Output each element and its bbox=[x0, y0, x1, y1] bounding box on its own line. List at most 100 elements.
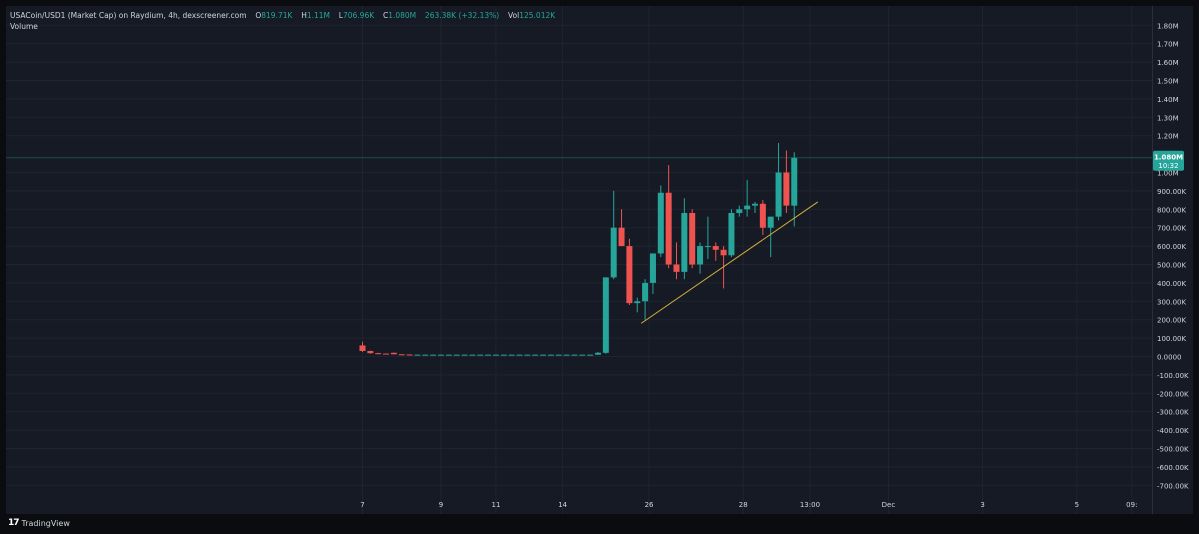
candle-body bbox=[516, 354, 523, 356]
time-tick-label: 28 bbox=[739, 501, 748, 509]
candle-body bbox=[618, 227, 625, 247]
price-tick-label: -300.00K bbox=[1157, 409, 1189, 417]
candle-body bbox=[712, 246, 719, 250]
open-value: 819.71K bbox=[261, 11, 293, 20]
candle-body bbox=[665, 192, 672, 265]
time-tick-label: Dec bbox=[882, 501, 896, 509]
last-price-badge-bg bbox=[1153, 150, 1184, 171]
price-tick-label: 700.00K bbox=[1157, 225, 1186, 233]
price-tick-label: 800.00K bbox=[1157, 206, 1186, 214]
high-value: 1.11M bbox=[306, 11, 331, 20]
candle-body bbox=[595, 352, 601, 355]
candle-body bbox=[445, 354, 452, 356]
close-label: C bbox=[382, 11, 389, 20]
price-tick-label: 1.20M bbox=[1157, 133, 1179, 141]
candle-body bbox=[367, 350, 374, 354]
candle-body bbox=[477, 354, 484, 356]
candle-body bbox=[642, 282, 649, 302]
time-tick-label: 26 bbox=[645, 501, 654, 509]
price-tick-label: -200.00K bbox=[1157, 390, 1189, 398]
candle-body bbox=[547, 354, 554, 356]
time-tick-label: 5 bbox=[1075, 501, 1079, 509]
low-value: 706.96K bbox=[342, 11, 375, 20]
candle-body bbox=[359, 345, 366, 351]
candle-body bbox=[704, 246, 711, 248]
volume-indicator-label[interactable]: Volume bbox=[10, 22, 38, 31]
axis-labels: 1.80M 1.70M 1.60M 1.50M 1.40M 1.30M 1.20M 1.00M… bbox=[360, 22, 1189, 509]
price-tick-label: 100.00K bbox=[1157, 335, 1186, 343]
tradingview-logo-icon: 17 bbox=[8, 518, 19, 528]
change-value: 263.38K (+32.13%) bbox=[424, 11, 500, 20]
candle-body bbox=[587, 354, 594, 356]
price-tick-label: 1.70M bbox=[1157, 41, 1179, 49]
price-tick-label: 1.60M bbox=[1157, 59, 1179, 67]
close-value: 1.080M bbox=[388, 11, 417, 20]
tradingview-branding[interactable]: 17 TradingView bbox=[8, 518, 70, 528]
volume-short-label: Vol bbox=[507, 11, 520, 20]
candle-body bbox=[579, 354, 586, 356]
candle-body bbox=[634, 301, 641, 304]
candle-body bbox=[375, 353, 382, 355]
price-tick-label: 1.30M bbox=[1157, 114, 1179, 122]
candle-body bbox=[398, 354, 405, 356]
time-tick-label: 7 bbox=[360, 501, 364, 509]
candle-body bbox=[500, 354, 507, 356]
candle-body bbox=[610, 227, 617, 278]
price-tick-label: -500.00K bbox=[1157, 446, 1189, 454]
grid bbox=[6, 6, 1152, 514]
candle-body bbox=[728, 212, 735, 256]
price-axis[interactable] bbox=[1152, 6, 1193, 514]
candle-body bbox=[744, 205, 751, 210]
price-tick-label: 400.00K bbox=[1157, 280, 1186, 288]
candle-body bbox=[383, 353, 390, 355]
candle-body bbox=[563, 354, 570, 356]
low-label: L bbox=[338, 11, 343, 20]
candle-body bbox=[485, 354, 492, 356]
price-tick-label: 500.00K bbox=[1157, 262, 1186, 270]
price-tick-label: 300.00K bbox=[1157, 298, 1186, 306]
price-tick-label: 1.80M bbox=[1157, 22, 1179, 30]
candle-body bbox=[736, 209, 743, 213]
price-tick-label: 1.00M bbox=[1157, 170, 1179, 178]
candle-body bbox=[767, 216, 774, 228]
candle-body bbox=[390, 352, 397, 355]
candle-body bbox=[752, 203, 758, 206]
time-tick-label: 9 bbox=[439, 501, 443, 509]
candle-body bbox=[532, 354, 539, 356]
candle-body bbox=[430, 354, 437, 356]
candle-body bbox=[626, 246, 633, 304]
candle-body bbox=[657, 192, 664, 254]
time-tick-label: 13:00 bbox=[800, 501, 820, 509]
candle-body bbox=[783, 172, 790, 206]
last-price-value: 1.080M bbox=[1154, 153, 1183, 161]
trendline bbox=[640, 201, 819, 324]
price-tick-label: 0.0000 bbox=[1157, 354, 1182, 362]
price-tick-label: -700.00K bbox=[1157, 482, 1189, 490]
symbol-title[interactable]: USACoin/USD1 (Market Cap) on Raydium, 4h… bbox=[10, 11, 247, 20]
price-tick-label: 1.40M bbox=[1157, 96, 1179, 104]
candle-body bbox=[453, 354, 460, 356]
open-label: O bbox=[255, 11, 262, 20]
price-tick-label: -100.00K bbox=[1157, 372, 1189, 380]
candle-body bbox=[422, 354, 429, 356]
bar-countdown: 10:32 bbox=[1158, 162, 1178, 170]
high-label: H bbox=[301, 11, 307, 20]
candles bbox=[359, 143, 819, 356]
candle-body bbox=[438, 354, 444, 356]
candle-body bbox=[697, 246, 704, 265]
candle-body bbox=[540, 354, 547, 356]
candle-body bbox=[759, 203, 766, 228]
price-tick-label: 900.00K bbox=[1157, 188, 1186, 196]
legend: USACoin/USD1 (Market Cap) on Raydium, 4h… bbox=[10, 10, 555, 32]
footer bbox=[0, 514, 1199, 534]
candle-body bbox=[673, 264, 680, 272]
price-tick-label: -400.00K bbox=[1157, 427, 1189, 435]
price-tick-label: 1.50M bbox=[1157, 78, 1179, 86]
time-tick-label: 3 bbox=[980, 501, 984, 509]
time-tick-label: 11 bbox=[491, 501, 500, 509]
candle-body bbox=[791, 157, 798, 206]
chart-pane[interactable] bbox=[6, 6, 1152, 514]
candle-body bbox=[406, 354, 413, 356]
